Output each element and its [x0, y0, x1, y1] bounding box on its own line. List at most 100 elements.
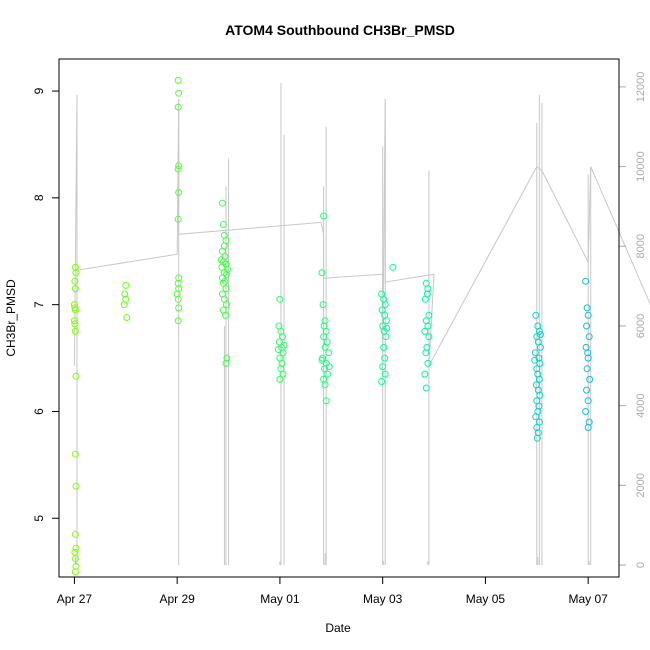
data-point-86 [325, 349, 333, 357]
data-point-85 [321, 343, 329, 351]
data-point-125 [423, 290, 431, 298]
plot-frame [58, 58, 620, 578]
y-tick-label-3: 8 [32, 194, 46, 201]
data-point-78 [318, 269, 326, 277]
data-point-60 [220, 231, 228, 239]
data-point-19 [122, 281, 130, 289]
data-point-13 [71, 530, 79, 538]
y2-tick-label-1: 2000 [635, 473, 647, 497]
data-point-34 [173, 290, 181, 298]
y2-tick-label-2: 4000 [635, 393, 647, 417]
data-point-50 [221, 277, 229, 285]
data-point-30 [174, 215, 182, 223]
y-tick-label-2: 7 [32, 301, 46, 308]
data-point-131 [536, 343, 544, 351]
data-point-37 [174, 317, 182, 325]
data-point-133 [535, 354, 543, 362]
data-point-115 [425, 311, 433, 319]
data-point-144 [532, 413, 540, 421]
data-point-7 [70, 317, 78, 325]
data-point-152 [583, 304, 591, 312]
data-point-157 [584, 354, 592, 362]
data-point-161 [584, 397, 592, 405]
data-point-0 [71, 263, 79, 271]
data-point-17 [71, 568, 79, 576]
y-tick-label-0: 5 [32, 515, 46, 522]
data-point-165 [584, 349, 592, 357]
data-point-62 [224, 265, 231, 273]
data-point-20 [121, 290, 129, 298]
data-point-140 [536, 391, 544, 399]
x-tick-label-0: Apr 27 [57, 592, 93, 606]
data-point-31 [175, 274, 183, 282]
data-point-23 [123, 314, 131, 321]
y-tick-label-1: 6 [32, 408, 46, 415]
data-point-29 [175, 189, 183, 196]
data-point-35 [174, 295, 182, 303]
data-point-109 [378, 378, 386, 385]
y-tick-label-4: 9 [32, 87, 46, 94]
data-point-10 [72, 372, 80, 380]
data-point-101 [382, 317, 390, 325]
data-point-122 [424, 359, 432, 367]
data-point-36 [175, 304, 183, 312]
data-point-121 [422, 349, 430, 357]
data-point-22 [120, 301, 128, 309]
data-point-14 [72, 544, 80, 552]
data-point-75 [280, 341, 288, 349]
x-tick-label-4: May 05 [466, 592, 506, 606]
data-point-74 [276, 375, 284, 383]
data-point-106 [381, 354, 389, 362]
data-point-98 [381, 301, 389, 309]
data-point-1 [72, 269, 80, 277]
data-point-118 [421, 327, 429, 335]
data-point-12 [72, 482, 80, 490]
data-point-9 [71, 327, 79, 335]
data-point-73 [279, 370, 287, 378]
x-tick-label-2: May 01 [260, 592, 300, 606]
data-point-92 [321, 381, 329, 389]
data-point-120 [423, 343, 431, 351]
y2-tick-label-5: 10000 [635, 151, 647, 182]
x-tick-label-1: Apr 29 [159, 592, 195, 606]
data-point-2 [71, 277, 79, 285]
data-point-159 [586, 375, 594, 383]
data-point-63 [276, 295, 284, 303]
data-point-154 [583, 322, 591, 330]
data-point-95 [325, 363, 333, 371]
data-point-149 [536, 331, 544, 339]
data-point-59 [222, 359, 230, 367]
data-point-113 [424, 285, 432, 293]
data-point-61 [217, 256, 225, 264]
data-point-69 [279, 349, 287, 357]
y2-tick-label-6: 12000 [635, 72, 647, 103]
chart-title: ATOM4 Southbound CH3Br_PMSD [225, 22, 455, 38]
data-point-77 [320, 212, 328, 220]
data-point-71 [278, 359, 286, 367]
data-point-150 [531, 356, 539, 364]
data-point-25 [175, 89, 183, 97]
y2-tick-label-4: 8000 [635, 234, 647, 258]
scatter-points-layer [70, 76, 594, 576]
data-point-58 [223, 354, 231, 362]
data-point-28 [174, 165, 182, 173]
secondary-series-line [73, 94, 650, 367]
data-point-117 [424, 322, 432, 330]
data-point-160 [583, 386, 591, 394]
data-point-119 [425, 333, 433, 341]
data-point-32 [174, 279, 182, 287]
data-point-93 [322, 397, 330, 405]
x-axis-label: Date [325, 621, 351, 635]
data-point-148 [533, 434, 541, 442]
y2-tick-label-0: 0 [635, 562, 647, 568]
data-point-145 [535, 418, 543, 426]
y2-tick-label-3: 6000 [635, 314, 647, 338]
y-axis-label: CH3Br_PMSD [4, 279, 18, 357]
data-point-11 [71, 450, 79, 458]
data-point-155 [585, 333, 593, 341]
data-point-66 [279, 333, 286, 341]
data-point-108 [381, 370, 389, 378]
data-point-110 [389, 263, 397, 271]
data-point-132 [531, 349, 539, 357]
